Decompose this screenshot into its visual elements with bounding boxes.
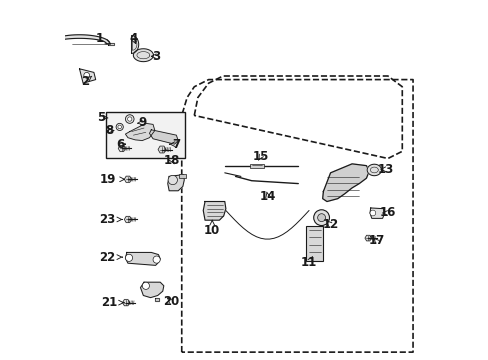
Text: 4: 4 <box>129 32 137 45</box>
Polygon shape <box>140 282 163 298</box>
Polygon shape <box>133 49 153 62</box>
Text: 13: 13 <box>377 163 393 176</box>
Polygon shape <box>167 175 184 191</box>
Circle shape <box>369 210 375 216</box>
Circle shape <box>83 72 89 78</box>
Polygon shape <box>366 164 381 176</box>
Text: 19: 19 <box>100 173 124 186</box>
Text: 10: 10 <box>203 220 220 237</box>
Text: 2: 2 <box>81 75 92 88</box>
Text: 15: 15 <box>252 150 268 163</box>
Polygon shape <box>124 216 131 222</box>
Text: 5: 5 <box>97 111 108 124</box>
Polygon shape <box>124 176 131 183</box>
Bar <box>178 174 185 178</box>
Circle shape <box>118 125 121 129</box>
Circle shape <box>142 282 149 289</box>
Circle shape <box>116 123 123 131</box>
Polygon shape <box>155 298 159 301</box>
Text: 17: 17 <box>367 234 384 247</box>
Polygon shape <box>322 164 368 202</box>
Polygon shape <box>80 69 96 83</box>
Text: 23: 23 <box>99 213 122 226</box>
Polygon shape <box>158 146 165 153</box>
Circle shape <box>125 254 132 261</box>
Bar <box>305 226 323 261</box>
Text: 8: 8 <box>104 124 114 137</box>
Polygon shape <box>125 123 155 140</box>
Polygon shape <box>122 300 129 306</box>
Bar <box>106 112 185 158</box>
Circle shape <box>125 115 134 123</box>
Text: 1: 1 <box>95 32 110 45</box>
Text: 7: 7 <box>169 138 180 150</box>
Polygon shape <box>369 208 384 219</box>
Circle shape <box>168 175 177 185</box>
Text: 18: 18 <box>163 154 180 167</box>
Polygon shape <box>49 35 110 44</box>
Text: 9: 9 <box>138 116 146 129</box>
Text: 12: 12 <box>322 218 338 231</box>
Text: 22: 22 <box>99 251 122 264</box>
Polygon shape <box>131 36 139 53</box>
Text: 3: 3 <box>151 50 161 63</box>
Text: 20: 20 <box>163 295 179 308</box>
Circle shape <box>153 256 160 263</box>
Polygon shape <box>149 130 178 144</box>
Polygon shape <box>118 145 125 152</box>
Polygon shape <box>125 252 160 265</box>
Text: 11: 11 <box>300 256 317 269</box>
Text: 14: 14 <box>259 190 275 203</box>
Circle shape <box>313 210 329 226</box>
Polygon shape <box>107 43 113 45</box>
Circle shape <box>127 117 132 121</box>
Text: 6: 6 <box>117 138 125 150</box>
Text: 16: 16 <box>379 207 395 220</box>
Polygon shape <box>364 235 371 241</box>
Text: 21: 21 <box>101 296 124 309</box>
Polygon shape <box>203 202 225 220</box>
Circle shape <box>317 214 325 222</box>
Bar <box>249 164 264 168</box>
